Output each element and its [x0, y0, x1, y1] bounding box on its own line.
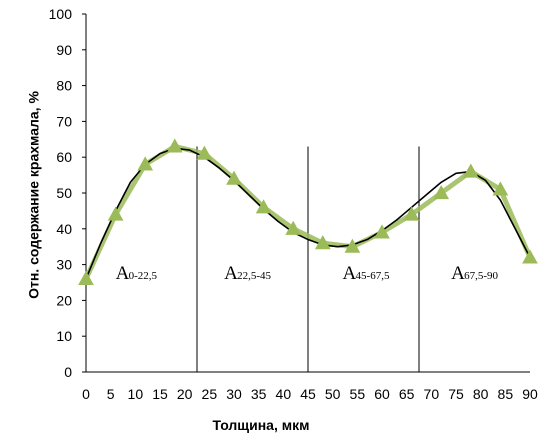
region-label-letter: A: [343, 263, 357, 284]
x-axis-title: Толщина, мкм: [213, 417, 310, 433]
x-tick-label: 40: [276, 386, 292, 402]
region-label-range: 22,5-45: [237, 270, 271, 282]
data-point-marker: [137, 156, 154, 171]
x-tick-label: 70: [424, 386, 440, 402]
x-tick-label: 45: [300, 386, 316, 402]
y-tick-label: 60: [56, 149, 72, 165]
y-tick-label: 30: [56, 257, 72, 273]
x-tick-label: 55: [350, 386, 366, 402]
y-tick-label: 10: [56, 328, 72, 344]
fit-line: [85, 147, 531, 280]
data-point-marker: [522, 249, 538, 264]
data-point-marker: [433, 184, 450, 200]
x-tick-label: 75: [448, 386, 464, 402]
y-tick-label: 0: [64, 364, 72, 380]
series-line: [83, 143, 533, 282]
data-point-marker: [314, 235, 331, 250]
x-tick-label: 50: [325, 386, 341, 402]
y-tick-label: 90: [56, 42, 72, 58]
region-label-letter: A: [116, 263, 130, 284]
x-tick-label: 30: [226, 386, 242, 402]
x-tick-label: 20: [177, 386, 193, 402]
data-point-marker: [374, 224, 390, 239]
data-point-marker: [78, 270, 94, 286]
y-tick-label: 40: [56, 221, 72, 237]
data-point-marker: [285, 220, 302, 235]
data-point-marker: [462, 163, 479, 178]
plot-area: 0 10 20 30 40 50 60 70 80 90 100 0 5 10 15 20 25 30 35 40 45…: [49, 6, 538, 402]
data-point-marker: [492, 181, 509, 196]
y-tick-label: 20: [56, 292, 72, 308]
x-tick-label: 65: [399, 386, 415, 402]
x-tick-label: 0: [82, 386, 90, 402]
y-tick-label: 80: [56, 78, 72, 94]
data-point-marker: [403, 206, 420, 221]
x-tick-label: 85: [498, 386, 514, 402]
data-point-marker: [226, 170, 242, 185]
y-tick-label: 70: [56, 113, 72, 129]
data-point-marker: [107, 206, 124, 221]
x-tick-label: 5: [107, 386, 115, 402]
x-tick-label: 25: [202, 386, 218, 402]
data-point-marker: [166, 138, 183, 153]
data-point-marker: [344, 238, 361, 253]
x-tick-label: 60: [374, 386, 390, 402]
y-tick-label: 100: [49, 6, 73, 22]
region-label-range: 67,5-90: [464, 270, 498, 282]
region-label-letter: A: [224, 263, 238, 284]
region-label-range: 0-22,5: [129, 270, 158, 282]
x-tick-label: 80: [473, 386, 489, 402]
data-point-marker: [255, 199, 272, 214]
x-tick-label: 10: [128, 386, 144, 402]
y-tick-label: 50: [56, 185, 72, 201]
x-tick-label: 90: [522, 386, 538, 402]
region-label-letter: A: [451, 263, 465, 284]
x-tick-label: 35: [251, 386, 267, 402]
region-label-range: 45-67,5: [356, 270, 390, 282]
y-axis-title: Отн. содержание крахмала, %: [26, 91, 42, 299]
x-tick-label: 15: [152, 386, 168, 402]
data-point-marker: [196, 145, 213, 160]
